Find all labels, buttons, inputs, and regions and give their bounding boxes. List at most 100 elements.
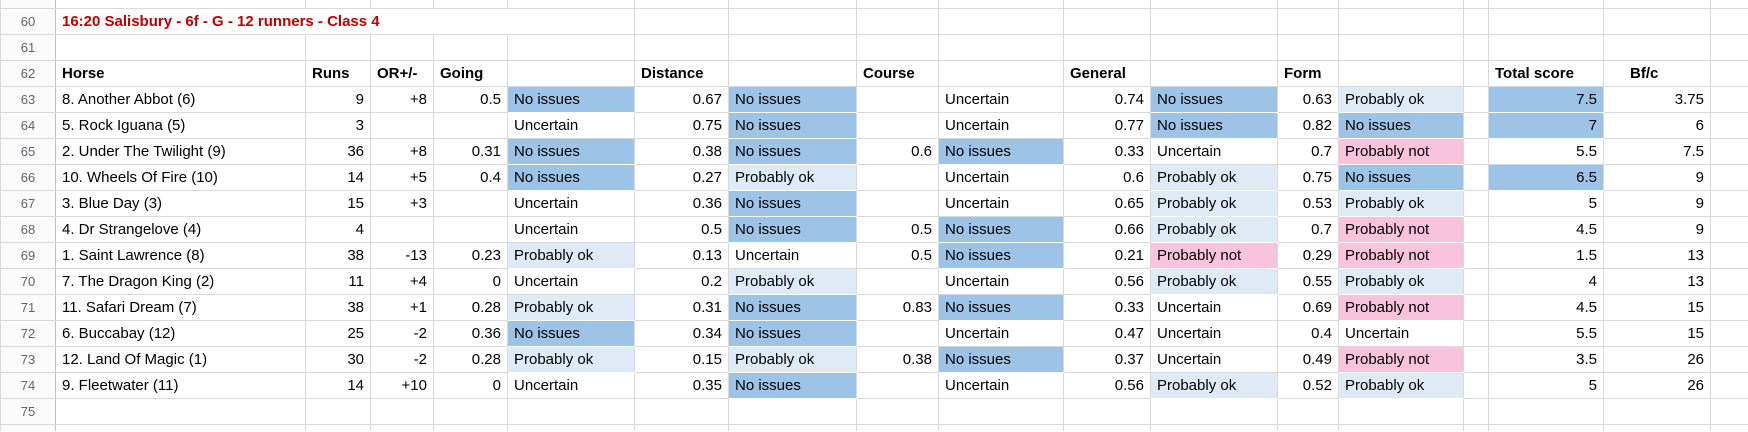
cell-course-value[interactable]: 0.5: [856, 242, 939, 269]
column-header-form[interactable]: Form: [1277, 60, 1339, 87]
cell-course-status[interactable]: Uncertain: [938, 320, 1064, 347]
cell-form-value[interactable]: 0.49: [1277, 346, 1339, 373]
empty-cell[interactable]: [1338, 8, 1464, 35]
empty-cell[interactable]: [1338, 34, 1464, 61]
cell-bfc[interactable]: 26: [1603, 372, 1711, 399]
cell-trailing[interactable]: [1710, 138, 1748, 165]
cell-form-value[interactable]: 0.82: [1277, 112, 1339, 139]
cell-trailing[interactable]: [1710, 268, 1748, 295]
cell-trailing[interactable]: [1710, 242, 1748, 269]
cell-total-score[interactable]: 4.5: [1488, 294, 1604, 321]
empty-cell[interactable]: [1277, 34, 1339, 61]
cell-going-status[interactable]: Uncertain: [507, 112, 635, 139]
cell-course-value[interactable]: 0.5: [856, 216, 939, 243]
empty-cell[interactable]: [1463, 8, 1489, 35]
empty-cell[interactable]: [938, 8, 1064, 35]
empty-cell[interactable]: [1463, 398, 1489, 425]
empty-cell[interactable]: [507, 398, 635, 425]
empty-cell[interactable]: [507, 34, 635, 61]
row-number[interactable]: 72: [0, 320, 56, 347]
empty-cell[interactable]: [55, 398, 306, 425]
empty-cell[interactable]: [1063, 8, 1151, 35]
cell-going-value[interactable]: 0: [433, 268, 508, 295]
cell-general-status[interactable]: Probably ok: [1150, 164, 1278, 191]
cell-total-score[interactable]: 4.5: [1488, 216, 1604, 243]
cell-horse[interactable]: 5. Rock Iguana (5): [55, 112, 306, 139]
cell-form-value[interactable]: 0.63: [1277, 86, 1339, 113]
cell-horse[interactable]: 1. Saint Lawrence (8): [55, 242, 306, 269]
cell-trailing[interactable]: [1710, 190, 1748, 217]
cell-or[interactable]: +4: [370, 268, 434, 295]
cell-total-score[interactable]: 6.5: [1488, 164, 1604, 191]
cell-gap[interactable]: [1463, 164, 1489, 191]
cell-or[interactable]: [370, 216, 434, 243]
cell-runs[interactable]: 30: [305, 346, 371, 373]
empty-cell[interactable]: [433, 34, 508, 61]
cell-general-value[interactable]: 0.56: [1063, 372, 1151, 399]
cell-distance-value[interactable]: 0.31: [634, 294, 729, 321]
cell-general-value[interactable]: 0.6: [1063, 164, 1151, 191]
empty-cell[interactable]: [1710, 60, 1748, 87]
cell-or[interactable]: +3: [370, 190, 434, 217]
cell-general-value[interactable]: 0.21: [1063, 242, 1151, 269]
cell-form-status[interactable]: Probably ok: [1338, 372, 1464, 399]
cell-or[interactable]: -13: [370, 242, 434, 269]
cell-general-value[interactable]: 0.37: [1063, 346, 1151, 373]
cell-going-value[interactable]: 0.28: [433, 346, 508, 373]
empty-cell[interactable]: [1710, 34, 1748, 61]
cell-form-value[interactable]: 0.69: [1277, 294, 1339, 321]
cell-form-status[interactable]: Probably ok: [1338, 268, 1464, 295]
cell-general-value[interactable]: 0.74: [1063, 86, 1151, 113]
cell-going-status[interactable]: Uncertain: [507, 216, 635, 243]
empty-cell[interactable]: [1603, 34, 1711, 61]
cell-bfc[interactable]: 9: [1603, 216, 1711, 243]
cell-going-value[interactable]: 0.36: [433, 320, 508, 347]
cell-distance-value[interactable]: 0.2: [634, 268, 729, 295]
row-number[interactable]: 68: [0, 216, 56, 243]
cell-form-value[interactable]: 0.29: [1277, 242, 1339, 269]
empty-cell[interactable]: [1150, 8, 1278, 35]
empty-cell[interactable]: [1603, 8, 1711, 35]
empty-cell[interactable]: [728, 398, 857, 425]
empty-cell[interactable]: [1277, 8, 1339, 35]
cell-course-value[interactable]: 0.38: [856, 346, 939, 373]
cell-going-value[interactable]: [433, 112, 508, 139]
cell-trailing[interactable]: [1710, 164, 1748, 191]
cell-distance-status[interactable]: Probably ok: [728, 164, 857, 191]
cell-form-value[interactable]: 0.52: [1277, 372, 1339, 399]
cell-form-value[interactable]: 0.53: [1277, 190, 1339, 217]
empty-cell[interactable]: [634, 34, 729, 61]
cell-course-value[interactable]: [856, 112, 939, 139]
row-number[interactable]: 66: [0, 164, 56, 191]
cell-horse[interactable]: 4. Dr Strangelove (4): [55, 216, 306, 243]
cell-going-status[interactable]: Uncertain: [507, 372, 635, 399]
cell-bfc[interactable]: 6: [1603, 112, 1711, 139]
cell-course-value[interactable]: [856, 268, 939, 295]
cell-total-score[interactable]: 5: [1488, 190, 1604, 217]
row-number[interactable]: 67: [0, 190, 56, 217]
cell-form-status[interactable]: No issues: [1338, 164, 1464, 191]
cell-general-status[interactable]: Uncertain: [1150, 320, 1278, 347]
cell-form-status[interactable]: Uncertain: [1338, 320, 1464, 347]
empty-cell[interactable]: [728, 8, 857, 35]
cell-distance-value[interactable]: 0.27: [634, 164, 729, 191]
empty-cell[interactable]: [1150, 60, 1278, 87]
row-number[interactable]: 70: [0, 268, 56, 295]
cell-general-value[interactable]: 0.65: [1063, 190, 1151, 217]
cell-runs[interactable]: 25: [305, 320, 371, 347]
cell-bfc[interactable]: 15: [1603, 320, 1711, 347]
cell-general-status[interactable]: No issues: [1150, 86, 1278, 113]
cell-or[interactable]: +8: [370, 86, 434, 113]
cell-course-status[interactable]: No issues: [938, 294, 1064, 321]
cell-going-value[interactable]: 0.4: [433, 164, 508, 191]
cell-trailing[interactable]: [1710, 112, 1748, 139]
cell-general-value[interactable]: 0.56: [1063, 268, 1151, 295]
cell-distance-status[interactable]: No issues: [728, 216, 857, 243]
empty-cell[interactable]: [55, 34, 306, 61]
empty-cell[interactable]: [1710, 398, 1748, 425]
cell-form-value[interactable]: 0.55: [1277, 268, 1339, 295]
cell-going-value[interactable]: [433, 216, 508, 243]
cell-total-score[interactable]: 5.5: [1488, 320, 1604, 347]
cell-form-value[interactable]: 0.4: [1277, 320, 1339, 347]
empty-cell[interactable]: [507, 60, 635, 87]
